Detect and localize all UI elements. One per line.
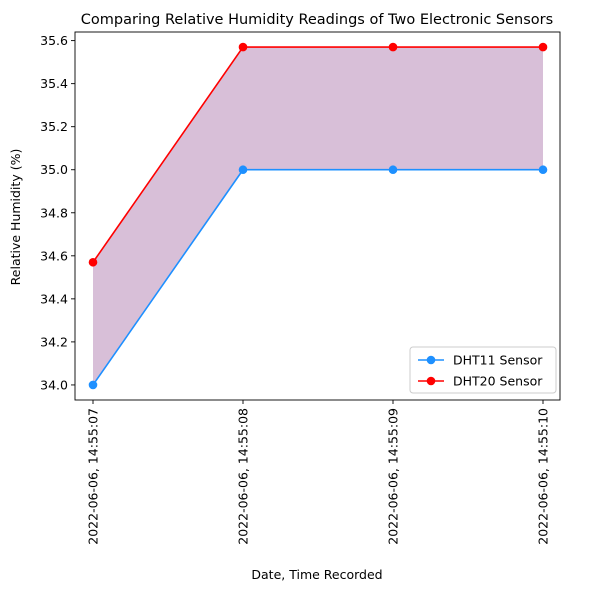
y-tick-label: 34.6: [40, 248, 68, 263]
x-tick-label: 2022-06-06, 14:55:09: [386, 408, 401, 545]
fill-between-area: [93, 47, 543, 385]
y-tick-label: 34.2: [40, 334, 68, 349]
x-tick-label: 2022-06-06, 14:55:08: [236, 408, 251, 545]
data-point-dht20-sensor-3: [538, 42, 548, 52]
y-tick-label: 35.6: [40, 33, 68, 48]
series-line-dht11-sensor: [92, 168, 543, 386]
legend-label-dht11-sensor: DHT11 Sensor: [453, 353, 543, 368]
y-tick-label: 34.8: [40, 205, 68, 220]
legend: DHT11 Sensor DHT20 Sensor: [409, 346, 557, 394]
data-point-dht11-sensor-0: [88, 380, 98, 390]
legend-box: [409, 346, 557, 394]
x-axis-label: Date, Time Recorded: [251, 567, 382, 582]
y-axis-label: Relative Humidity (%): [8, 149, 23, 286]
y-tick-label: 34.4: [40, 291, 68, 306]
data-point-dht20-sensor-2: [388, 42, 398, 52]
legend-label-dht20-sensor: DHT20 Sensor: [453, 374, 543, 389]
chart-title: Comparing Relative Humidity Readings of …: [81, 12, 553, 28]
data-point-dht20-sensor-0: [88, 257, 98, 267]
data-point-dht11-sensor-1: [238, 165, 248, 175]
legend-marker-dht11-sensor: [426, 355, 436, 365]
series-line-dht20-sensor: [92, 46, 543, 263]
legend-marker-dht20-sensor: [426, 376, 436, 386]
x-tick-label: 2022-06-06, 14:55:10: [536, 408, 551, 545]
y-tick-label: 35.4: [40, 76, 68, 91]
x-tick-label: 2022-06-06, 14:55:07: [86, 408, 101, 545]
y-tick-label: 34.0: [40, 377, 68, 392]
plot-frame: [74, 31, 561, 401]
data-point-dht20-sensor-1: [238, 42, 248, 52]
y-tick-label: 35.0: [40, 162, 68, 177]
data-point-dht11-sensor-3: [538, 165, 548, 175]
y-tick-label: 35.2: [40, 119, 68, 134]
data-point-dht11-sensor-2: [388, 165, 398, 175]
